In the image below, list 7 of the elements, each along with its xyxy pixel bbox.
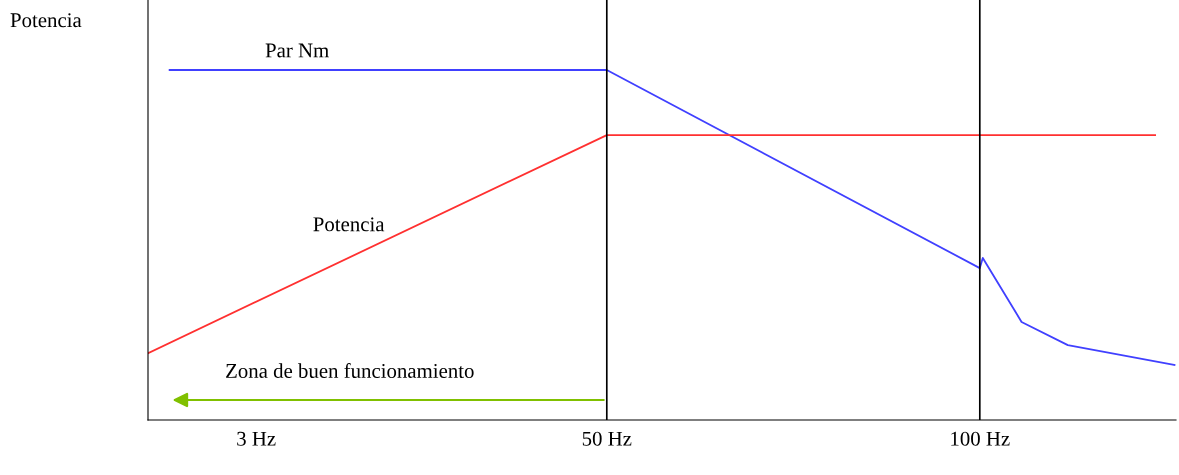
y-axis-title: Potencia (10, 13, 82, 28)
x-tick-label: 100 Hz (951, 431, 1010, 446)
series-label: Par Nm (265, 43, 329, 58)
x-tick-label: 3 Hz (237, 431, 276, 446)
x-tick-label: 50 Hz (582, 431, 632, 446)
series-label: Potencia (313, 217, 385, 232)
annotation: Zona de buen funcionamiento (226, 363, 474, 378)
